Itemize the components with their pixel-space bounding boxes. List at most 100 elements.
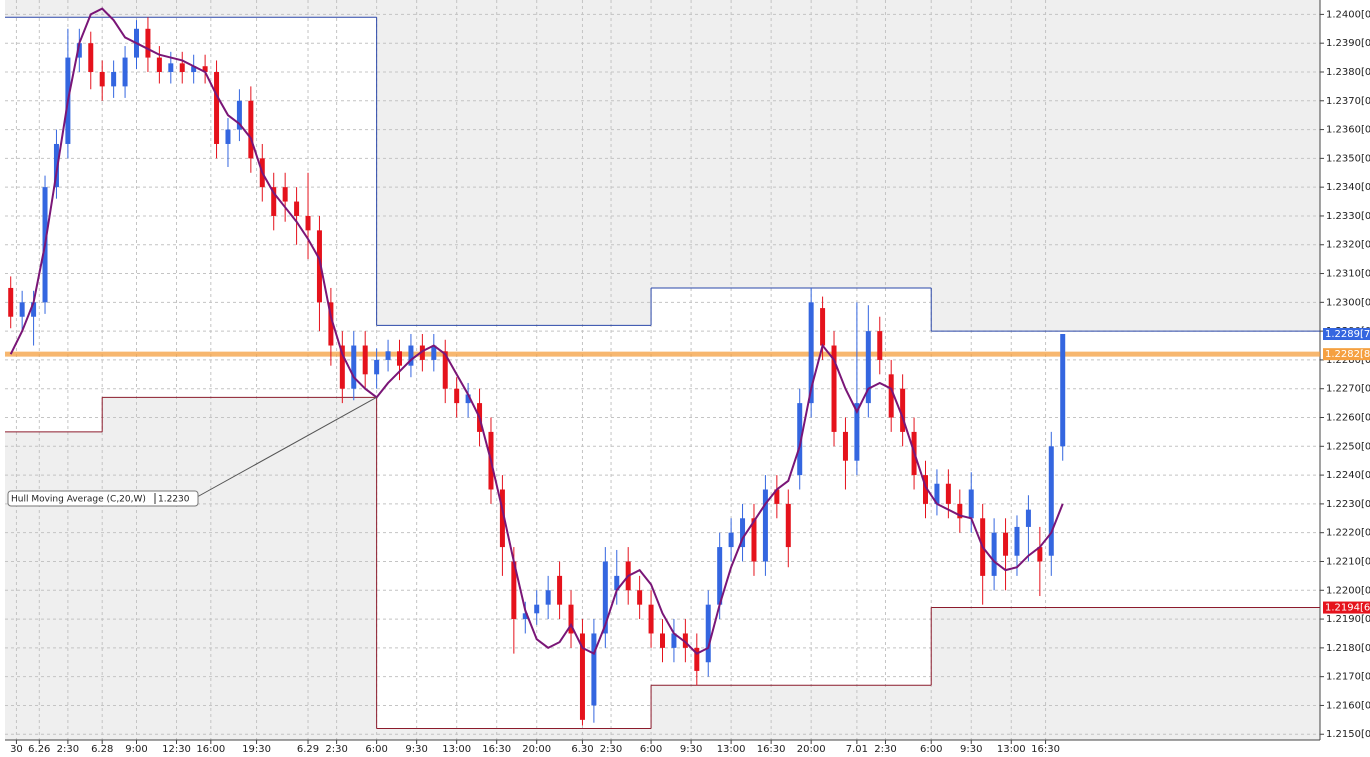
y-tick-label: 1.2220[0 — [1326, 528, 1370, 539]
candle-body — [522, 613, 528, 620]
candle-body — [282, 187, 288, 202]
x-tick-label: 9:30 — [680, 744, 702, 755]
candle-body — [568, 604, 574, 634]
x-tick-label: 9:30 — [405, 744, 427, 755]
candle-body — [53, 143, 59, 188]
candle-body — [602, 561, 608, 634]
y-tick-label: 1.2190[0 — [1326, 614, 1370, 625]
x-tick-label: 30 — [10, 744, 23, 755]
candle-body — [454, 388, 460, 404]
y-tick-label: 1.2270[0 — [1326, 384, 1370, 395]
x-tick-label: 6:00 — [920, 744, 942, 755]
x-tick-label: 20:00 — [522, 744, 551, 755]
candle-body — [271, 187, 277, 216]
annotation-value: 1.2230 — [158, 495, 190, 505]
x-tick-label: 2:30 — [325, 744, 347, 755]
range-band — [651, 287, 932, 686]
candle-body — [740, 518, 746, 548]
candle-body — [945, 483, 951, 504]
candle-body — [1003, 532, 1009, 556]
price-marker-label: 1.2194[6 — [1325, 603, 1370, 614]
candle-body — [637, 590, 643, 605]
candle-body — [900, 388, 906, 432]
candle-body — [877, 331, 883, 360]
y-tick-label: 1.2170[0 — [1326, 672, 1370, 683]
candle-body — [614, 575, 620, 591]
range-band — [376, 325, 652, 729]
candle-body — [99, 71, 105, 87]
x-tick-label: 9:30 — [960, 744, 982, 755]
candle-body — [694, 647, 700, 671]
annotation-name: Hull Moving Average (C,20,W) — [11, 495, 146, 505]
x-tick-label: 2:30 — [600, 744, 622, 755]
candle-body — [145, 28, 151, 58]
candle-body — [431, 345, 437, 360]
candle-body — [717, 547, 723, 605]
candle-body — [31, 302, 37, 317]
candle-body — [351, 345, 357, 389]
candle-body — [511, 561, 517, 620]
candle-body — [168, 63, 174, 72]
candle-body — [362, 345, 368, 375]
candle-body — [156, 57, 162, 72]
candle-body — [660, 633, 665, 648]
candle-body — [1037, 547, 1043, 562]
candle-body — [408, 345, 414, 366]
candle-body — [419, 345, 425, 360]
x-tick-label: 16:30 — [482, 744, 511, 755]
x-tick-label: 16:30 — [757, 744, 786, 755]
candle-body — [236, 100, 242, 130]
y-tick-label: 1.2260[0 — [1326, 413, 1370, 424]
candle-body — [122, 57, 128, 87]
candle-body — [214, 71, 220, 144]
hma-line — [9, 7, 1064, 656]
range-band — [5, 17, 103, 432]
range-band — [931, 331, 1320, 608]
y-tick-label: 1.2370[0 — [1326, 96, 1370, 107]
y-tick-label: 1.2340[0 — [1326, 182, 1370, 193]
x-tick-label: 13:00 — [997, 744, 1026, 755]
candle-body — [1048, 446, 1054, 556]
candle-body — [831, 345, 837, 432]
candle-body — [305, 215, 311, 231]
candle-body — [88, 43, 94, 72]
y-tick-label: 1.2400[0 — [1326, 9, 1370, 20]
candle-body — [854, 403, 860, 461]
y-tick-label: 1.2320[0 — [1326, 240, 1370, 251]
candle-body — [751, 518, 757, 562]
x-tick-label: 12:30 — [162, 744, 191, 755]
candle-body — [397, 351, 402, 366]
candle-body — [294, 201, 300, 216]
candle-body — [820, 308, 826, 346]
candle-body — [499, 489, 505, 548]
candle-body — [888, 374, 894, 418]
x-tick-label: 2:30 — [874, 744, 896, 755]
y-tick-label: 1.2200[0 — [1326, 585, 1370, 596]
x-tick-label: 13:00 — [442, 744, 471, 755]
candle-body — [785, 503, 791, 548]
y-tick-label: 1.2390[0 — [1326, 38, 1370, 49]
candle-body — [19, 302, 25, 317]
x-tick-label: 16:30 — [1031, 744, 1060, 755]
price-marker — [1323, 328, 1370, 341]
x-tick-label: 6:00 — [365, 744, 387, 755]
y-tick-label: 1.2360[0 — [1326, 125, 1370, 136]
candle-body — [808, 302, 814, 404]
candle-body — [591, 633, 597, 706]
candle-body — [76, 43, 82, 58]
price-marker-label: 1.2289[7 — [1325, 329, 1370, 340]
candle-body — [579, 633, 585, 720]
candle-body — [923, 475, 928, 504]
candle-body — [1060, 334, 1066, 447]
y-tick-label: 1.2330[0 — [1326, 211, 1370, 222]
y-tick-label: 1.2280[0 — [1326, 355, 1370, 366]
y-tick-label: 1.2350[0 — [1326, 153, 1370, 164]
x-tick-label: 13:00 — [717, 744, 746, 755]
candle-body — [339, 345, 345, 389]
candle-body — [557, 575, 563, 605]
x-tick-label: 19:30 — [242, 744, 271, 755]
price-marker — [1323, 348, 1370, 361]
candle-body — [934, 483, 940, 504]
candle-body — [728, 532, 734, 548]
